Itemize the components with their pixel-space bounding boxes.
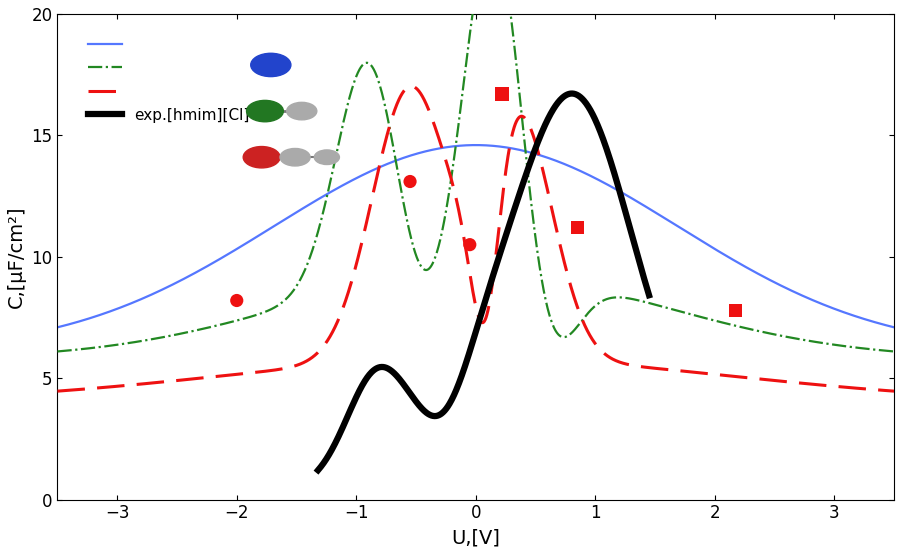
Point (495, 90, 509, 99)
X-axis label: U,[V]: U,[V] (451, 528, 500, 547)
Circle shape (280, 148, 310, 166)
Circle shape (287, 102, 317, 120)
Point (230, 296, 244, 305)
Point (462, 240, 477, 249)
Legend: , , , exp.[hmim][Cl]: , , , exp.[hmim][Cl] (82, 31, 255, 129)
Point (570, 223, 585, 232)
Y-axis label: C,[μF/cm²]: C,[μF/cm²] (7, 206, 26, 308)
Circle shape (247, 100, 283, 122)
Circle shape (243, 147, 280, 168)
Circle shape (314, 150, 340, 165)
Point (403, 177, 417, 186)
Circle shape (250, 53, 291, 76)
Point (728, 306, 742, 315)
